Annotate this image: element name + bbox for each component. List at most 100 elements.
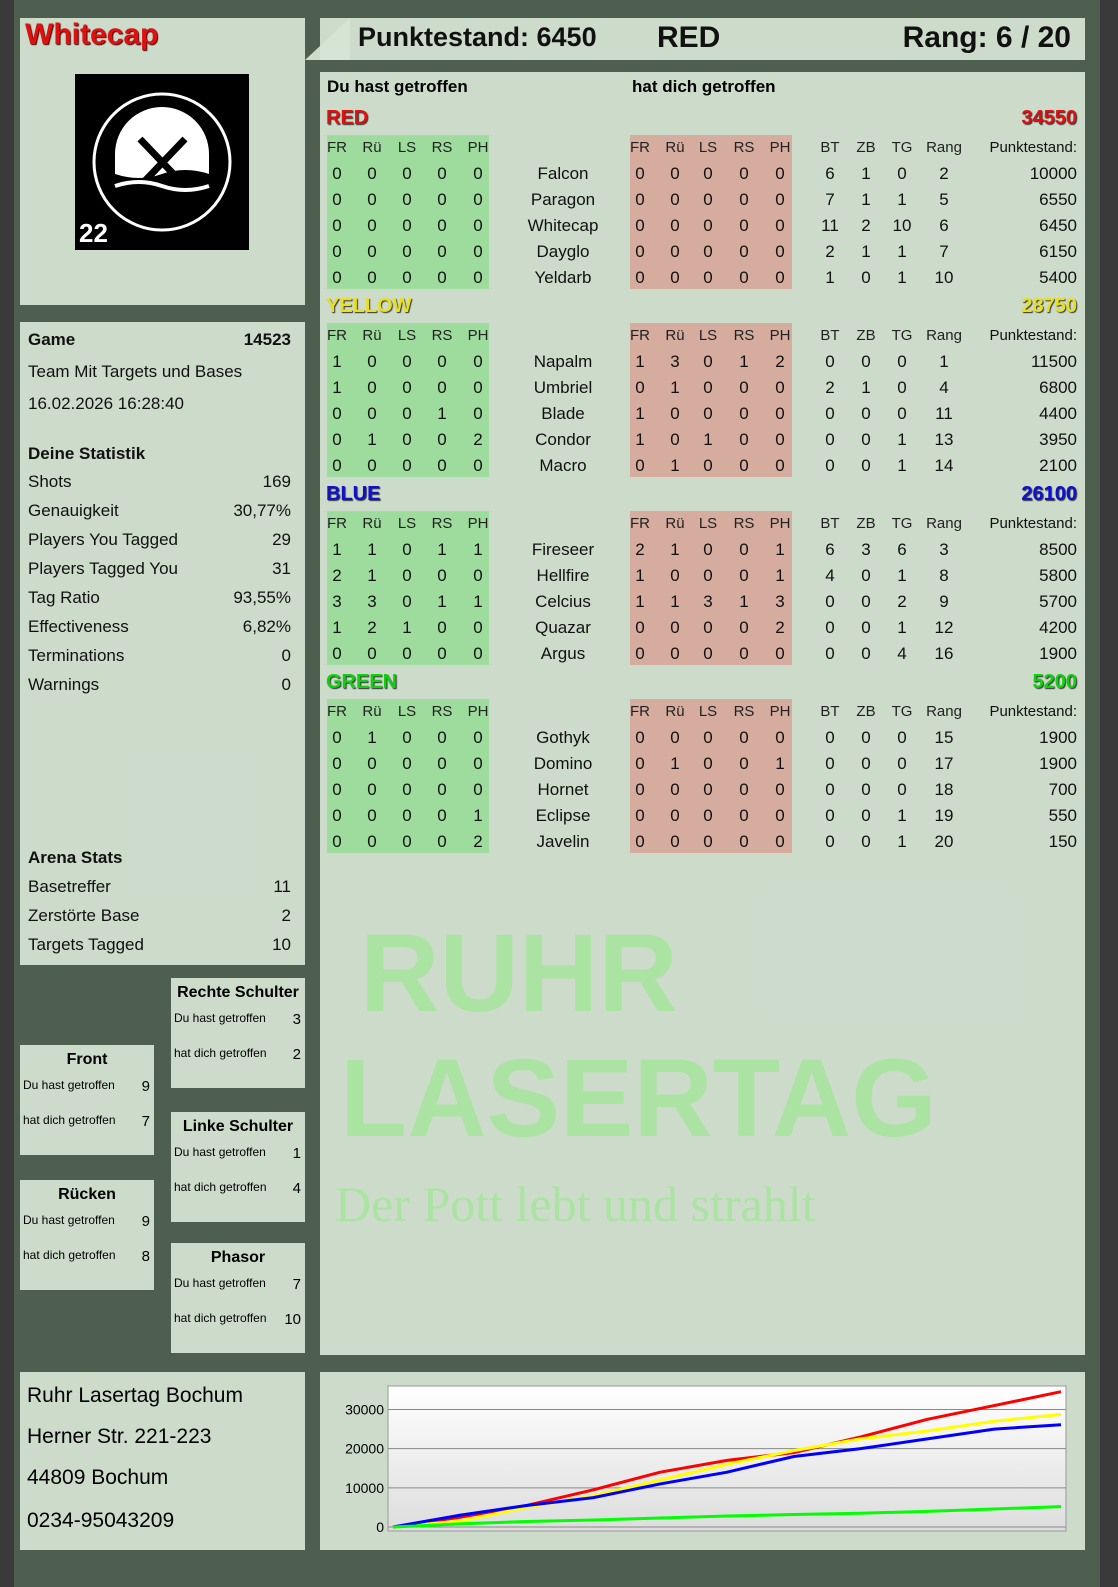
stat-rang: 2 bbox=[939, 164, 949, 183]
col-header: TG bbox=[891, 139, 913, 156]
hit-box-title: Rücken bbox=[58, 1186, 116, 1203]
stat-tg: 0 bbox=[897, 754, 907, 773]
arena-title-text: Arena Stats bbox=[28, 848, 123, 867]
hit-you-cell: 0 bbox=[635, 618, 645, 637]
you-hit-cell: 0 bbox=[437, 832, 447, 851]
stat-zb: 1 bbox=[861, 190, 871, 209]
stat-rang: 8 bbox=[939, 566, 949, 585]
team-name: RED bbox=[326, 107, 369, 129]
player-row: 0 0 0 0 0 Paragon 0 0 0 0 0 7 1 1 5 6550 bbox=[320, 190, 1077, 216]
you-hit-cell: 1 bbox=[332, 618, 342, 637]
player-name: Quazar bbox=[535, 618, 591, 637]
player-name: Napalm bbox=[533, 352, 593, 371]
stat-tg: 1 bbox=[897, 456, 907, 475]
stat-zb: 0 bbox=[861, 806, 871, 825]
hit-you-cell: 0 bbox=[670, 728, 680, 747]
col-header: FR bbox=[630, 327, 650, 344]
game-id-row: Game 14523 bbox=[28, 330, 291, 350]
hit-you-cell: 0 bbox=[775, 456, 785, 475]
team-total: 28750 bbox=[1021, 295, 1077, 317]
hit-you-cell: 0 bbox=[739, 164, 749, 183]
stat-label: Warnings bbox=[28, 675, 100, 694]
arena-row: Targets Tagged 10 bbox=[28, 935, 291, 955]
you-hit-cell: 0 bbox=[473, 378, 483, 397]
col-header: BT bbox=[820, 327, 840, 344]
you-hit-cell: 0 bbox=[402, 216, 412, 235]
hit-you-cell: 1 bbox=[670, 540, 680, 559]
you-hit-cell: 0 bbox=[473, 728, 483, 747]
chart-panel: 0 10000 20000 30000 bbox=[320, 1372, 1085, 1550]
team-section-blue: BLUE 26100 FR FR Rü Rü LS LS RS RS PH PH BT ZB TG Rang P… bbox=[320, 483, 1077, 671]
hit-you-cell: 0 bbox=[703, 566, 713, 585]
game-mode: Team Mit Targets und Bases bbox=[28, 362, 291, 382]
hit-you-label: hat dich getroffen bbox=[174, 1180, 267, 1194]
stat-value: 93,55% bbox=[233, 588, 291, 607]
you-hit-cell: 0 bbox=[402, 780, 412, 799]
hit-you-cell: 0 bbox=[635, 754, 645, 773]
stat-row: Terminations 0 bbox=[28, 646, 291, 666]
col-header: PH bbox=[769, 327, 791, 344]
hit-you-cell: 0 bbox=[739, 404, 749, 423]
hit-box-linke-schulter: Linke Schulter Du hast getroffen 1 hat dich… bbox=[171, 1112, 305, 1222]
you-hit-cell: 0 bbox=[367, 780, 377, 799]
hit-you-cell: 0 bbox=[775, 378, 785, 397]
col-header: Rang bbox=[926, 703, 962, 720]
stat-zb: 0 bbox=[861, 566, 871, 585]
col-header: RS bbox=[431, 703, 453, 720]
player-points: 3950 bbox=[1039, 430, 1077, 449]
hit-you-cell: 1 bbox=[670, 378, 680, 397]
player-points: 8500 bbox=[1039, 540, 1077, 559]
arena-row: Basetreffer 11 bbox=[28, 877, 291, 897]
you-hit-cell: 0 bbox=[402, 164, 412, 183]
you-hit-cell: 0 bbox=[332, 754, 342, 773]
player-row: 2 1 0 0 0 Hellfire 1 0 0 0 1 4 0 1 8 5800 bbox=[320, 566, 1077, 592]
you-hit-cell: 0 bbox=[367, 352, 377, 371]
col-header: ZB bbox=[856, 515, 876, 532]
you-hit-value: 3 bbox=[292, 1011, 301, 1028]
hit-you-cell: 0 bbox=[635, 832, 645, 851]
hit-you-cell: 0 bbox=[670, 164, 680, 183]
player-points: 5700 bbox=[1039, 592, 1077, 611]
player-row: 1 0 0 0 0 Umbriel 0 1 0 0 0 2 1 0 4 6800 bbox=[320, 378, 1077, 404]
hit-you-cell: 0 bbox=[739, 190, 749, 209]
arena-label: Zerstörte Base bbox=[28, 906, 140, 925]
you-hit-cell: 0 bbox=[473, 268, 483, 287]
hit-you-cell: 1 bbox=[775, 540, 785, 559]
player-points: 150 bbox=[1048, 832, 1077, 851]
stat-zb: 0 bbox=[861, 618, 871, 637]
stat-zb: 0 bbox=[861, 268, 871, 287]
col-header: FR bbox=[327, 515, 347, 532]
stat-row: Players You Tagged 29 bbox=[28, 530, 291, 550]
you-hit-cell: 0 bbox=[437, 268, 447, 287]
you-hit-cell: 0 bbox=[402, 352, 412, 371]
stat-zb: 1 bbox=[861, 378, 871, 397]
you-hit-cell: 1 bbox=[332, 352, 342, 371]
hit-you-cell: 0 bbox=[635, 242, 645, 261]
stats-title-text: Deine Statistik bbox=[28, 444, 146, 463]
you-hit-value: 1 bbox=[292, 1145, 301, 1162]
hit-you-cell: 0 bbox=[739, 618, 749, 637]
hit-you-cell: 0 bbox=[703, 644, 713, 663]
hit-you-cell: 1 bbox=[739, 352, 749, 371]
col-header: LS bbox=[698, 515, 718, 532]
stat-rang: 17 bbox=[934, 754, 954, 773]
series-line-2 bbox=[392, 1423, 1062, 1529]
you-hit-cell: 0 bbox=[367, 456, 377, 475]
you-hit-cell: 0 bbox=[367, 832, 377, 851]
you-hit-cell: 0 bbox=[473, 644, 483, 663]
game-label: Game bbox=[28, 330, 76, 349]
you-hit-cell: 1 bbox=[367, 728, 377, 747]
you-hit-cell: 0 bbox=[473, 164, 483, 183]
stat-row: Shots 169 bbox=[28, 472, 291, 492]
stat-bt: 0 bbox=[825, 754, 835, 773]
player-name: Hornet bbox=[537, 780, 589, 799]
you-hit-cell: 0 bbox=[437, 216, 447, 235]
hit-box-rechte-schulter: Rechte Schulter Du hast getroffen 3 hat dic… bbox=[171, 978, 305, 1088]
player-row: 0 0 0 0 0 Macro 0 1 0 0 0 0 0 1 14 2100 bbox=[320, 456, 1077, 482]
score-label: Punktestand: 6450 bbox=[358, 22, 597, 52]
stat-label: Players You Tagged bbox=[28, 530, 178, 549]
stat-bt: 4 bbox=[825, 566, 835, 585]
hit-you-cell: 0 bbox=[635, 456, 645, 475]
player-points: 6550 bbox=[1039, 190, 1077, 209]
stat-zb: 0 bbox=[861, 780, 871, 799]
